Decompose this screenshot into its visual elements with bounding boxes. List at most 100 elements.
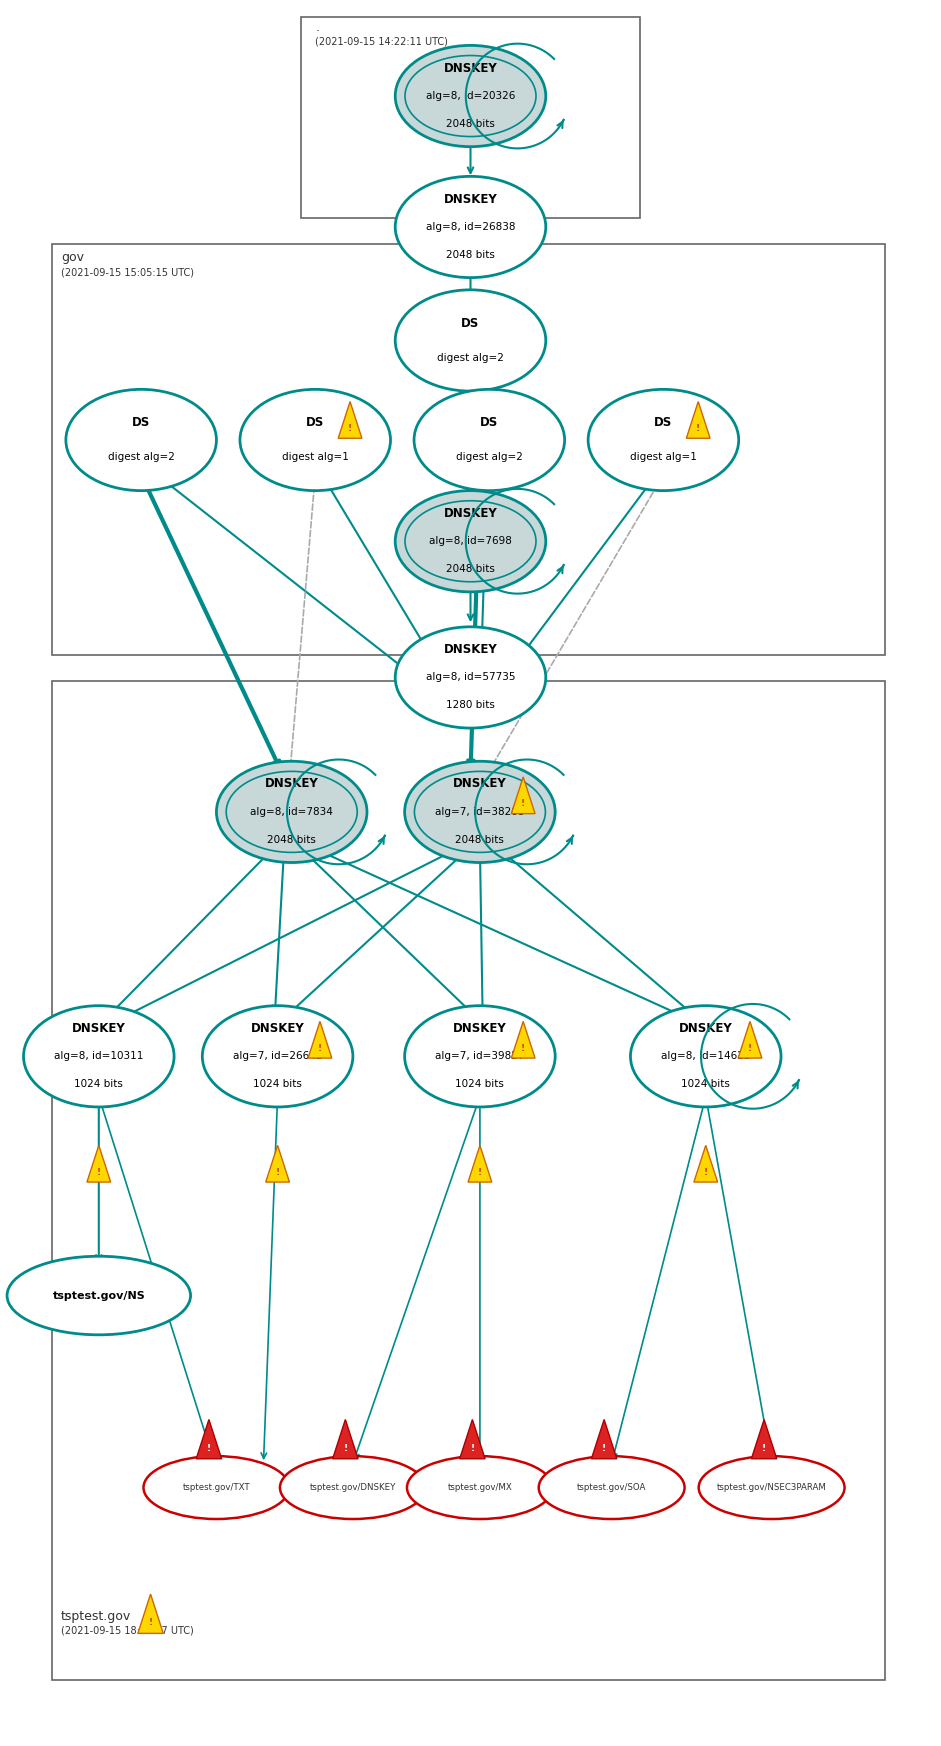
Ellipse shape bbox=[395, 491, 546, 592]
Text: .: . bbox=[315, 21, 319, 33]
Polygon shape bbox=[137, 1594, 164, 1634]
Text: !: ! bbox=[276, 1168, 279, 1177]
Text: !: ! bbox=[762, 1444, 766, 1453]
Text: 1024 bits: 1024 bits bbox=[681, 1079, 730, 1090]
Ellipse shape bbox=[66, 389, 216, 491]
Text: tsptest.gov/NS: tsptest.gov/NS bbox=[53, 1290, 145, 1301]
Text: (2021-09-15 18:49:37 UTC): (2021-09-15 18:49:37 UTC) bbox=[61, 1626, 194, 1636]
Text: DNSKEY: DNSKEY bbox=[250, 1021, 305, 1035]
Text: DNSKEY: DNSKEY bbox=[443, 192, 498, 206]
Polygon shape bbox=[511, 777, 535, 814]
Text: !: ! bbox=[149, 1619, 152, 1627]
Text: gov: gov bbox=[61, 251, 84, 264]
FancyBboxPatch shape bbox=[301, 17, 640, 218]
Text: alg=8, id=26838: alg=8, id=26838 bbox=[425, 222, 516, 232]
Polygon shape bbox=[265, 1145, 290, 1182]
Ellipse shape bbox=[407, 1456, 552, 1519]
Text: digest alg=1: digest alg=1 bbox=[281, 452, 349, 463]
Polygon shape bbox=[332, 1419, 358, 1460]
Ellipse shape bbox=[24, 1006, 174, 1107]
Polygon shape bbox=[338, 402, 362, 438]
Text: tsptest.gov/TXT: tsptest.gov/TXT bbox=[183, 1482, 250, 1493]
Text: DS: DS bbox=[461, 316, 480, 330]
Text: DS: DS bbox=[654, 416, 673, 430]
Text: DS: DS bbox=[480, 416, 499, 430]
Text: tsptest.gov/SOA: tsptest.gov/SOA bbox=[577, 1482, 646, 1493]
Ellipse shape bbox=[240, 389, 391, 491]
Text: !: ! bbox=[343, 1444, 347, 1453]
Text: 2048 bits: 2048 bits bbox=[446, 564, 495, 574]
Ellipse shape bbox=[143, 1456, 290, 1519]
Text: 2048 bits: 2048 bits bbox=[446, 119, 495, 129]
Ellipse shape bbox=[8, 1257, 190, 1334]
Ellipse shape bbox=[405, 1006, 555, 1107]
Polygon shape bbox=[686, 402, 710, 438]
FancyBboxPatch shape bbox=[52, 244, 885, 655]
Text: digest alg=2: digest alg=2 bbox=[455, 452, 523, 463]
Text: (2021-09-15 14:22:11 UTC): (2021-09-15 14:22:11 UTC) bbox=[315, 37, 448, 47]
Text: !: ! bbox=[521, 800, 525, 808]
Text: (2021-09-15 15:05:15 UTC): (2021-09-15 15:05:15 UTC) bbox=[61, 267, 194, 278]
Ellipse shape bbox=[405, 761, 555, 863]
Ellipse shape bbox=[414, 389, 565, 491]
Text: digest alg=1: digest alg=1 bbox=[630, 452, 697, 463]
Text: 2048 bits: 2048 bits bbox=[455, 835, 504, 845]
Polygon shape bbox=[459, 1419, 486, 1460]
Text: 1024 bits: 1024 bits bbox=[455, 1079, 504, 1090]
Polygon shape bbox=[694, 1145, 718, 1182]
Text: alg=7, id=39857: alg=7, id=39857 bbox=[435, 1051, 525, 1062]
Text: 2048 bits: 2048 bits bbox=[267, 835, 316, 845]
Text: digest alg=2: digest alg=2 bbox=[107, 452, 175, 463]
Text: !: ! bbox=[207, 1444, 211, 1453]
Ellipse shape bbox=[395, 290, 546, 391]
Text: DNSKEY: DNSKEY bbox=[443, 643, 498, 656]
Text: !: ! bbox=[470, 1444, 474, 1453]
Ellipse shape bbox=[395, 627, 546, 728]
Polygon shape bbox=[592, 1419, 616, 1460]
Polygon shape bbox=[738, 1021, 762, 1058]
Text: alg=8, id=7834: alg=8, id=7834 bbox=[250, 807, 333, 817]
Text: !: ! bbox=[696, 424, 700, 433]
Polygon shape bbox=[511, 1021, 535, 1058]
Text: DS: DS bbox=[132, 416, 151, 430]
Ellipse shape bbox=[630, 1006, 781, 1107]
Text: DNSKEY: DNSKEY bbox=[443, 506, 498, 520]
Text: tsptest.gov: tsptest.gov bbox=[61, 1610, 132, 1622]
Text: !: ! bbox=[97, 1168, 101, 1177]
Text: alg=8, id=57735: alg=8, id=57735 bbox=[425, 672, 516, 683]
Ellipse shape bbox=[395, 45, 546, 147]
Ellipse shape bbox=[202, 1006, 353, 1107]
Ellipse shape bbox=[698, 1456, 845, 1519]
Ellipse shape bbox=[538, 1456, 684, 1519]
Ellipse shape bbox=[588, 389, 739, 491]
Text: 1280 bits: 1280 bits bbox=[446, 700, 495, 711]
Text: DNSKEY: DNSKEY bbox=[443, 61, 498, 75]
Text: alg=8, id=7698: alg=8, id=7698 bbox=[429, 536, 512, 546]
Text: DNSKEY: DNSKEY bbox=[678, 1021, 733, 1035]
Text: !: ! bbox=[478, 1168, 482, 1177]
Text: !: ! bbox=[348, 424, 352, 433]
FancyBboxPatch shape bbox=[52, 681, 885, 1680]
Text: DNSKEY: DNSKEY bbox=[453, 777, 507, 791]
Text: 1024 bits: 1024 bits bbox=[74, 1079, 123, 1090]
Text: !: ! bbox=[602, 1444, 606, 1453]
Text: DNSKEY: DNSKEY bbox=[453, 1021, 507, 1035]
Text: 2048 bits: 2048 bits bbox=[446, 250, 495, 260]
Text: tsptest.gov/DNSKEY: tsptest.gov/DNSKEY bbox=[310, 1482, 396, 1493]
Polygon shape bbox=[752, 1419, 777, 1460]
Text: !: ! bbox=[748, 1044, 752, 1053]
Text: !: ! bbox=[704, 1168, 708, 1177]
Text: digest alg=2: digest alg=2 bbox=[437, 353, 504, 363]
Text: 1024 bits: 1024 bits bbox=[253, 1079, 302, 1090]
Text: DS: DS bbox=[306, 416, 325, 430]
Text: alg=7, id=38208: alg=7, id=38208 bbox=[436, 807, 524, 817]
Text: tsptest.gov/NSEC3PARAM: tsptest.gov/NSEC3PARAM bbox=[717, 1482, 826, 1493]
Text: alg=8, id=14625: alg=8, id=14625 bbox=[661, 1051, 751, 1062]
Text: DNSKEY: DNSKEY bbox=[264, 777, 319, 791]
Text: !: ! bbox=[521, 1044, 525, 1053]
Ellipse shape bbox=[216, 761, 367, 863]
Polygon shape bbox=[87, 1145, 111, 1182]
Text: !: ! bbox=[318, 1044, 322, 1053]
Text: alg=8, id=10311: alg=8, id=10311 bbox=[55, 1051, 143, 1062]
Polygon shape bbox=[468, 1145, 492, 1182]
